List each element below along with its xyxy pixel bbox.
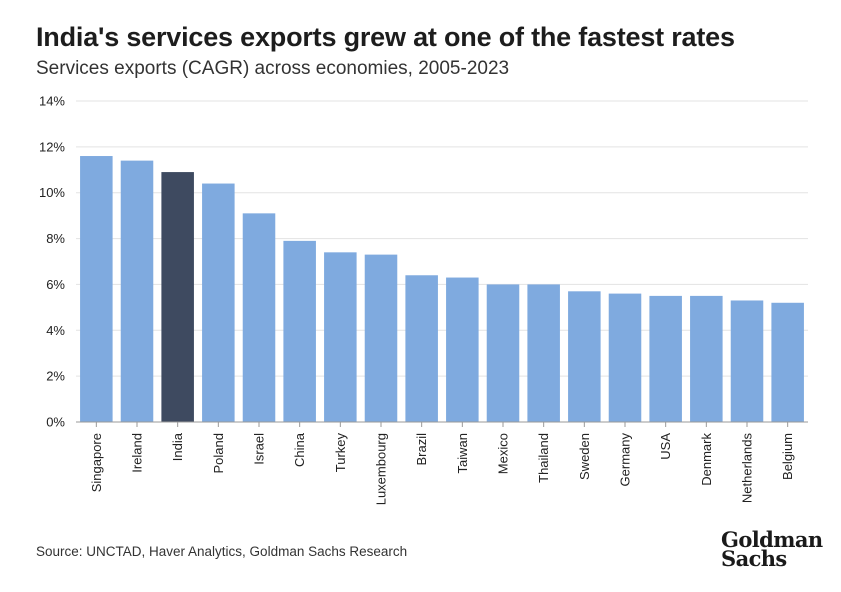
x-tick-label: Taiwan bbox=[455, 433, 470, 473]
bar-singapore bbox=[80, 156, 113, 422]
bar-israel bbox=[242, 213, 276, 422]
x-tick-label: Israel bbox=[252, 433, 267, 465]
chart-title: India's services exports grew at one of … bbox=[36, 22, 735, 52]
bar-germany bbox=[608, 293, 642, 422]
chart-subtitle: Services exports (CAGR) across economies… bbox=[36, 58, 510, 79]
bar-luxembourg bbox=[364, 254, 398, 422]
x-tick-label: Luxembourg bbox=[374, 433, 389, 505]
bar-poland bbox=[202, 183, 235, 422]
goldman-sachs-logo: Goldman Sachs bbox=[721, 527, 823, 571]
y-tick-label: 12% bbox=[39, 139, 65, 154]
bar-china bbox=[283, 240, 316, 422]
x-tick-label: Turkey bbox=[333, 433, 348, 473]
bar-denmark bbox=[690, 295, 723, 422]
y-tick-label: 2% bbox=[46, 369, 65, 384]
bar-thailand bbox=[527, 284, 560, 422]
logo-line-2: Sachs bbox=[721, 546, 787, 571]
y-tick-label: 8% bbox=[46, 231, 65, 246]
x-tick-label: India bbox=[170, 432, 185, 461]
bar-belgium bbox=[771, 302, 804, 422]
bar-usa bbox=[649, 295, 682, 422]
x-tick-label: Sweden bbox=[577, 433, 592, 480]
x-tick-label: USA bbox=[658, 433, 673, 460]
x-tick-label: Belgium bbox=[780, 433, 795, 480]
bar-taiwan bbox=[446, 277, 479, 422]
bar-india bbox=[161, 172, 194, 422]
bar-brazil bbox=[405, 275, 438, 422]
y-tick-label: 4% bbox=[46, 323, 65, 338]
x-tick-label: Mexico bbox=[496, 433, 511, 474]
y-tick-label: 10% bbox=[39, 185, 65, 200]
y-tick-label: 6% bbox=[46, 277, 65, 292]
bar-mexico bbox=[486, 284, 520, 422]
bar-sweden bbox=[568, 291, 601, 422]
gridlines bbox=[76, 100, 808, 377]
x-tick-label: China bbox=[292, 432, 307, 467]
bars bbox=[80, 156, 804, 422]
y-axis-ticks: 0% 2% 4% 6% 8% 10% 12% 14% bbox=[39, 94, 65, 430]
x-tick-label: Brazil bbox=[414, 433, 429, 466]
logo-line-1: Goldman bbox=[721, 527, 823, 552]
bar-ireland bbox=[120, 160, 154, 422]
source-note: Source: UNCTAD, Haver Analytics, Goldman… bbox=[36, 544, 408, 559]
x-tick-label: Denmark bbox=[699, 433, 714, 486]
x-tick-label: Thailand bbox=[536, 433, 551, 483]
x-tick-label: Singapore bbox=[89, 433, 104, 492]
x-tick-label: Ireland bbox=[130, 433, 145, 473]
x-tick-label: Poland bbox=[211, 433, 226, 473]
x-axis-ticks: Singapore Ireland India Poland Israel China Tu… bbox=[89, 422, 795, 505]
x-tick-label: Netherlands bbox=[740, 433, 755, 504]
y-tick-label: 0% bbox=[46, 415, 65, 430]
bar-turkey bbox=[324, 252, 357, 422]
y-tick-label: 14% bbox=[39, 94, 65, 109]
bar-netherlands bbox=[730, 300, 764, 422]
x-tick-label: Germany bbox=[618, 433, 633, 487]
